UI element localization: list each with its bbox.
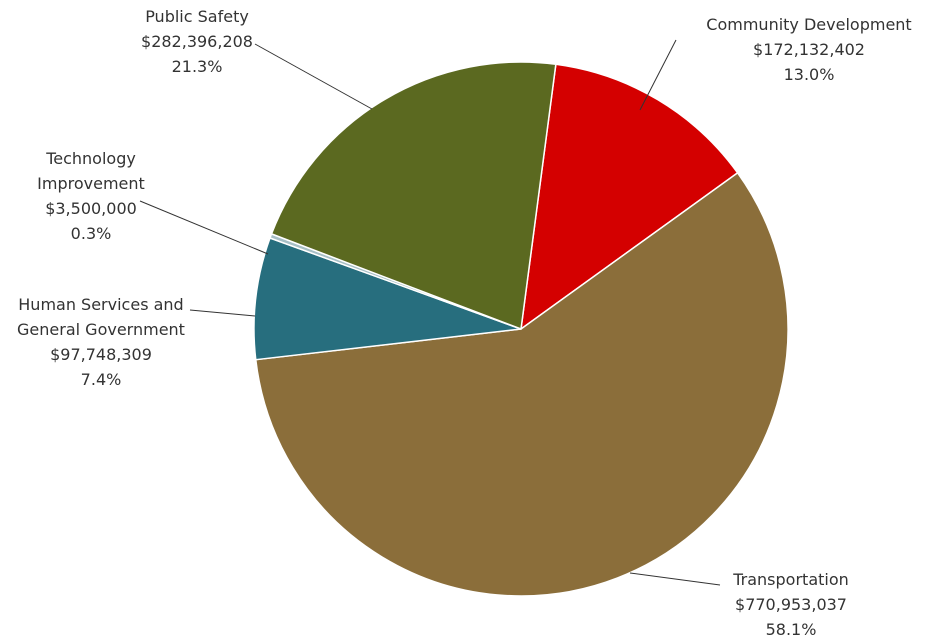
value-label: $282,396,208 bbox=[141, 32, 253, 51]
leader-line-technology-improvement bbox=[139, 200, 269, 255]
leader-line-transportation bbox=[629, 572, 721, 586]
slice-labels: Community Development $172,132,402 13.0% Tr… bbox=[17, 7, 912, 639]
leader-line-human-services-and-general-government bbox=[189, 309, 256, 317]
slice-label-human-services-and-general-government: Human Services and General Government $97,… bbox=[17, 295, 185, 389]
percent-label: 13.0% bbox=[784, 65, 835, 84]
value-label: $172,132,402 bbox=[753, 40, 865, 59]
slice-label-public-safety: Public Safety $282,396,208 21.3% bbox=[141, 7, 253, 76]
category-label: Human Services and bbox=[18, 295, 183, 314]
leader-lines bbox=[139, 39, 721, 586]
pie-slice-transportation bbox=[255, 172, 789, 597]
percent-label: 21.3% bbox=[172, 57, 223, 76]
slice-label-technology-improvement: Technology Improvement $3,500,000 0.3% bbox=[37, 149, 145, 243]
category-label: Improvement bbox=[37, 174, 145, 193]
pie-slice-human-services-and-general-government bbox=[253, 237, 522, 361]
category-label: Technology bbox=[45, 149, 136, 168]
pie-slices bbox=[253, 61, 789, 597]
value-label: $770,953,037 bbox=[735, 595, 847, 614]
category-label: Public Safety bbox=[145, 7, 249, 26]
pie-slice-community-development bbox=[520, 63, 739, 330]
percent-label: 58.1% bbox=[766, 620, 817, 639]
slice-label-community-development: Community Development $172,132,402 13.0% bbox=[706, 15, 911, 84]
value-label: $3,500,000 bbox=[45, 199, 137, 218]
category-label: General Government bbox=[17, 320, 185, 339]
leader-line-community-development bbox=[639, 39, 677, 111]
pie-slice-public-safety bbox=[270, 61, 557, 330]
percent-label: 7.4% bbox=[81, 370, 122, 389]
leader-line-public-safety bbox=[254, 43, 373, 110]
value-label: $97,748,309 bbox=[50, 345, 152, 364]
category-label: Community Development bbox=[706, 15, 911, 34]
category-label: Transportation bbox=[732, 570, 849, 589]
percent-label: 0.3% bbox=[71, 224, 112, 243]
slice-label-transportation: Transportation $770,953,037 58.1% bbox=[732, 570, 849, 639]
